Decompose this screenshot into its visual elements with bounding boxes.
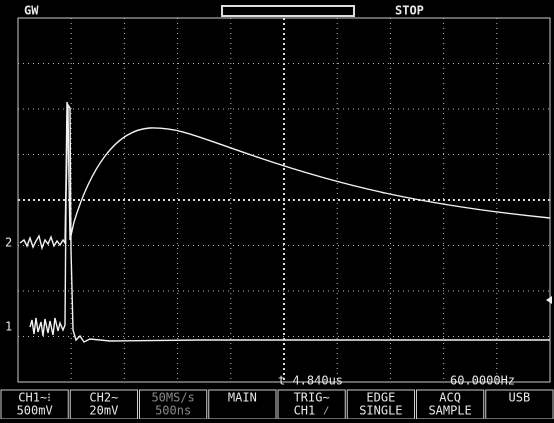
menu-label: SINGLE	[359, 404, 402, 418]
oscilloscope-screen: GW STOP 2 1 t 4.840us 60.0000Hz CH1∼⁝500…	[0, 0, 554, 419]
menu-label: SAMPLE	[428, 404, 471, 418]
menu-label: TRIG∼	[294, 391, 330, 405]
menu-label: 500ns	[155, 404, 191, 418]
brand: GW	[24, 4, 39, 18]
menu-label: 500mV	[17, 404, 53, 418]
menu-label: USB	[509, 391, 531, 405]
frequency-readout: 60.0000Hz	[450, 374, 515, 388]
menu-label: CH1 ⁄	[294, 404, 330, 418]
menu-label: MAIN	[228, 391, 257, 405]
menu-label: EDGE	[366, 391, 395, 405]
background	[0, 0, 554, 419]
run-status: STOP	[395, 4, 424, 18]
ch1-marker: 1	[5, 320, 12, 334]
menu-label: 20mV	[89, 404, 118, 418]
menu-label: ACQ	[439, 391, 461, 405]
menu-label: 50MS/s	[151, 391, 194, 405]
ch2-marker: 2	[5, 236, 12, 250]
time-readout: t 4.840us	[278, 374, 343, 388]
menu-label: CH1∼⁝	[18, 391, 51, 405]
menu-label: CH2∼	[89, 391, 118, 405]
